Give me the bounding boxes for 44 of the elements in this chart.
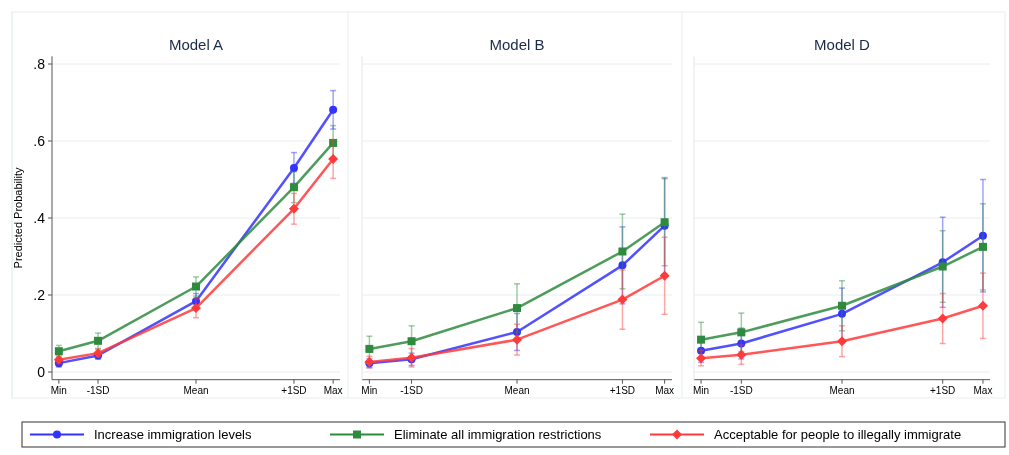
legend-label: Acceptable for people to illegally immigrate [714,427,962,442]
chart-title: Model D [814,36,871,53]
point [618,247,627,256]
point [838,309,846,318]
point [977,300,988,311]
legend-label: Increase immigration levels [94,427,252,442]
x-tick-label: -1SD [400,384,423,396]
chart-title: Model B [489,36,545,53]
x-tick-label: +1SD [609,384,636,396]
y-tick-label: .6 [33,133,46,149]
chart-title: Model A [168,36,224,53]
y-axis-title: Predicted Probability [12,167,24,269]
point [54,347,63,356]
x-tick-label: Max [973,384,993,396]
legend-label: Eliminate all immigration restrictions [394,427,602,442]
x-tick-label: Min [50,384,67,396]
x-tick-label: Min [692,384,710,396]
point [838,301,846,310]
point [192,282,200,291]
point [191,303,201,314]
point [328,154,339,165]
x-tick-label: Max [323,384,343,396]
y-tick-label: .8 [33,56,46,72]
x-tick-label: +1SD [930,384,956,396]
y-tick-label: .2 [33,287,46,303]
point [329,105,338,114]
x-tick-label: Mean [504,384,530,396]
point [365,344,374,353]
x-tick-label: -1SD [86,384,110,396]
x-tick-label: Max [655,384,675,396]
point [978,242,987,251]
x-tick-label: Min [361,384,378,396]
point [94,336,103,345]
x-tick-label: -1SD [729,384,753,396]
point [697,335,706,344]
y-tick-label: 0 [37,364,46,380]
x-tick-label: Mean [183,384,209,396]
y-tick-label: .4 [33,210,46,226]
x-tick-label: Mean [829,384,855,396]
point [407,337,416,346]
point [937,313,948,324]
point [978,231,987,240]
x-tick-label: +1SD [281,384,307,396]
point [938,262,947,271]
